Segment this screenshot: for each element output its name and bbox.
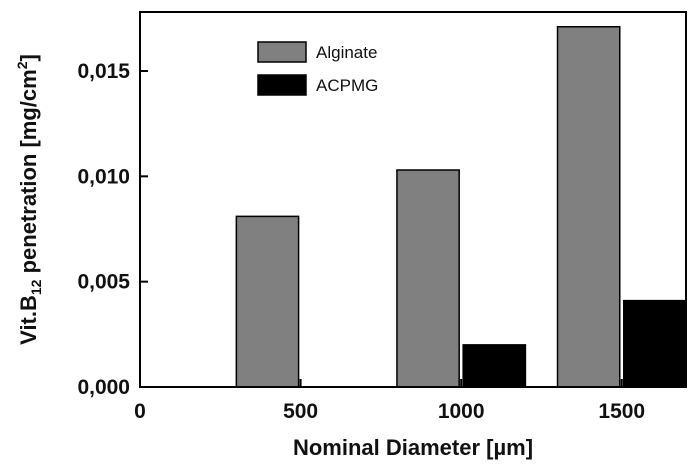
plot-frame [139, 11, 687, 388]
legend-swatch-alginate [257, 41, 307, 63]
x-tick-label: 1500 [598, 400, 645, 423]
bar-acpmg-1000 [462, 344, 527, 388]
legend-label-acpmg: ACPMG [316, 76, 378, 95]
legend-swatch-acpmg [257, 74, 307, 96]
y-tick-label: 0,000 [77, 376, 130, 399]
bars-layer [235, 25, 687, 388]
y-tick-label: 0,010 [77, 165, 130, 188]
y-tick-label: 0,005 [77, 271, 130, 294]
y-axis-title: Vit.B12 penetration [mg/cm2] [14, 54, 44, 345]
bar-alginate-500 [235, 215, 300, 388]
bar-alginate-1500 [556, 25, 621, 388]
legend-label-alginate: Alginate [316, 43, 377, 62]
bar-acpmg-1500 [623, 299, 687, 388]
x-axis-title: Nominal Diameter [µm] [293, 435, 533, 460]
x-tick-label: 500 [283, 400, 318, 423]
y-tick-label: 0,015 [77, 60, 130, 83]
x-tick-label: 1000 [438, 400, 485, 423]
ticks-layer: 0,000 0,005 0,010 0,015 0 500 1000 1500 [77, 60, 645, 423]
x-tick-label: 0 [134, 400, 146, 423]
bar-alginate-1000 [396, 169, 460, 388]
legend: Alginate ACPMG [257, 41, 378, 96]
